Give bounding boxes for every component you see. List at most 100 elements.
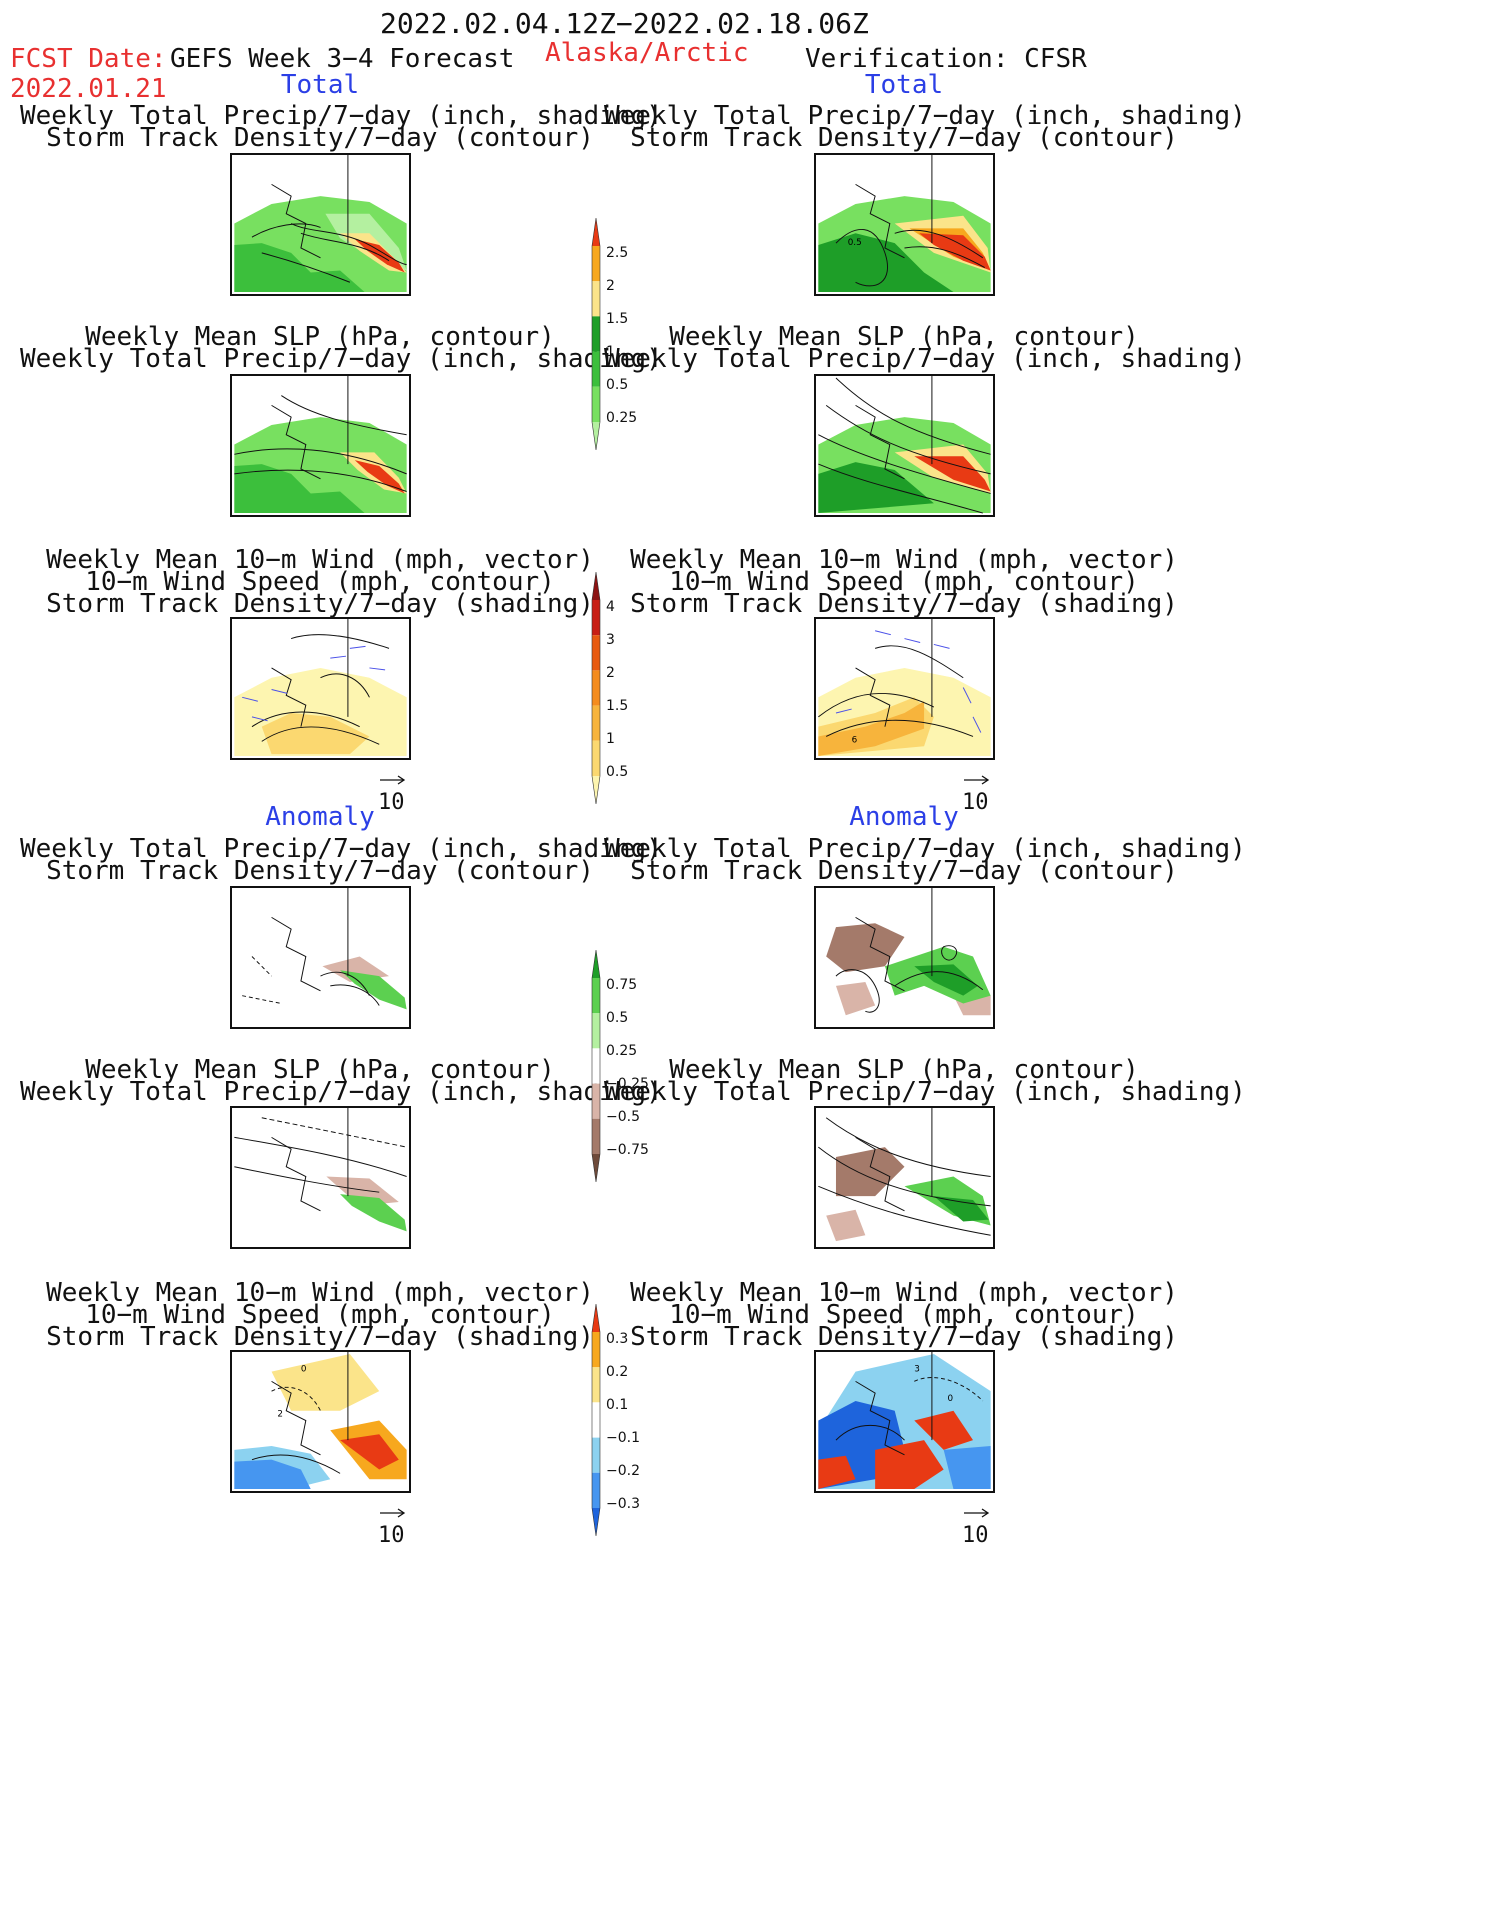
map-graphic xyxy=(242,888,407,1010)
map-total-slp-verification xyxy=(814,374,995,517)
panel-title-line: Weekly Mean SLP (hPa, contour) xyxy=(669,322,1139,352)
colorbar-tick-label: 2.5 xyxy=(606,245,629,261)
map-total-precip-verification: 0.5 xyxy=(814,153,995,296)
map-graphic xyxy=(234,1108,407,1232)
arrow-right-icon xyxy=(380,1508,406,1518)
colorbar-swatch xyxy=(592,316,600,352)
map-anom-wind-forecast: 0 2 xyxy=(230,1350,411,1493)
panel-title-line: Weekly Mean SLP (hPa, contour) xyxy=(669,1055,1139,1085)
panel-title-line: Weekly Total Precip/7−day (inch, shading… xyxy=(20,101,662,131)
colorbar-swatch xyxy=(592,600,600,636)
verification-title: Verification: CFSR xyxy=(805,44,1087,74)
map-graphic: 6 xyxy=(818,619,991,757)
fcst-date-value: 2022.01.21 xyxy=(10,74,167,104)
map-anom-precip-verification xyxy=(814,886,995,1029)
colorbar-swatch xyxy=(592,1472,600,1508)
colorbar-swatch xyxy=(592,950,600,978)
vector-ref-arrow: 10 xyxy=(378,1505,418,1549)
colorbar-outline xyxy=(591,218,601,450)
date-range-title: 2022.02.04.12Z−2022.02.18.06Z xyxy=(380,7,869,40)
colorbar-swatch xyxy=(592,1154,600,1182)
contour-label: 3 xyxy=(914,1365,920,1375)
panel-title-line: Weekly Mean 10−m Wind (mph, vector) xyxy=(630,545,1178,575)
colorbar-swatch xyxy=(592,386,600,422)
colorbar-swatch xyxy=(592,1402,600,1438)
colorbar-tick-label: −0.75 xyxy=(606,1142,649,1158)
colorbar-storm-total xyxy=(591,572,601,804)
colorbar-swatch xyxy=(592,670,600,706)
colorbar-swatch xyxy=(592,1118,600,1154)
colorbar-swatch xyxy=(592,1508,600,1536)
colorbar-tick-label: 1.5 xyxy=(606,698,629,714)
panel-title-line: Weekly Total Precip/7−day (inch, shading… xyxy=(20,344,662,374)
section-total-left: Total xyxy=(280,70,360,100)
arrow-right-icon xyxy=(964,775,990,785)
colorbar-tick-label: −0.5 xyxy=(606,1109,640,1125)
panel-title-line: Weekly Total Precip/7−day (inch, shading… xyxy=(20,1077,662,1107)
map-anom-precip-forecast xyxy=(230,886,411,1029)
colorbar-outline xyxy=(591,1304,601,1536)
colorbar-swatch xyxy=(592,351,600,387)
map-graphic: 0.5 xyxy=(818,155,991,293)
panel-title-line: Weekly Total Precip/7−day (inch, shading… xyxy=(20,834,662,864)
panel-title-line: 10−m Wind Speed (mph, contour) xyxy=(669,1300,1139,1330)
panel-title-line: Storm Track Density/7−day (contour) xyxy=(630,123,1178,153)
panel-title-line: Storm Track Density/7−day (shading) xyxy=(630,1322,1178,1352)
colorbar-tick-label: −0.2 xyxy=(606,1463,640,1479)
panel-title-line: Storm Track Density/7−day (contour) xyxy=(46,123,594,153)
colorbar-swatch xyxy=(592,1083,600,1119)
colorbar-tick-label: 0.5 xyxy=(606,377,629,393)
colorbar-precip-anomaly xyxy=(591,950,601,1182)
colorbar-outline xyxy=(591,950,601,1182)
colorbar-tick-label: −0.25 xyxy=(606,1076,649,1092)
colorbar-tick-label: 1 xyxy=(606,344,615,360)
vector-ref-arrow: 10 xyxy=(378,772,418,816)
colorbar-tick-label: 0.1 xyxy=(606,1397,629,1413)
panel-title-line: Weekly Mean SLP (hPa, contour) xyxy=(85,322,555,352)
forecast-title: GEFS Week 3−4 Forecast xyxy=(170,44,515,74)
colorbar-tick-label: 0.5 xyxy=(606,764,629,780)
colorbar-storm-anomaly xyxy=(591,1304,601,1536)
contour-label: 0 xyxy=(301,1365,307,1375)
colorbar-swatch xyxy=(592,281,600,317)
map-graphic xyxy=(234,619,407,757)
colorbar-tick-label: 1.5 xyxy=(606,311,629,327)
colorbar-outline xyxy=(591,572,601,804)
colorbar-tick-label: 3 xyxy=(606,632,615,648)
colorbar-tick-label: 0.3 xyxy=(606,1331,629,1347)
colorbar-swatch xyxy=(592,1048,600,1084)
colorbar-swatch xyxy=(592,635,600,671)
vector-ref-label: 10 xyxy=(962,790,989,815)
colorbar-swatch xyxy=(592,1332,600,1368)
panel-title-line: Weekly Total Precip/7−day (inch, shading… xyxy=(604,344,1246,374)
colorbar-swatch xyxy=(592,705,600,741)
map-graphic xyxy=(818,376,991,514)
panel-title-line: Weekly Mean 10−m Wind (mph, vector) xyxy=(630,1278,1178,1308)
map-graphic xyxy=(234,376,407,514)
contour-label: 6 xyxy=(852,735,858,745)
colorbar-tick-label: 1 xyxy=(606,731,615,747)
map-anom-wind-verification: 3 0 xyxy=(814,1350,995,1493)
vector-ref-label: 10 xyxy=(962,1523,989,1548)
colorbar-swatch xyxy=(592,246,600,282)
map-graphic: 3 0 xyxy=(818,1352,991,1490)
colorbar-tick-label: −0.1 xyxy=(606,1430,640,1446)
map-graphic xyxy=(234,155,407,293)
colorbar-swatch xyxy=(592,1437,600,1473)
colorbar-swatch xyxy=(592,218,600,246)
panel-title-line: 10−m Wind Speed (mph, contour) xyxy=(85,567,555,597)
colorbar-tick-label: 0.5 xyxy=(606,1010,629,1026)
panel-title-line: Weekly Total Precip/7−day (inch, shading… xyxy=(604,834,1246,864)
colorbar-swatch xyxy=(592,1013,600,1049)
panel-title-line: Storm Track Density/7−day (shading) xyxy=(46,1322,594,1352)
colorbar-tick-label: 0.25 xyxy=(606,1043,638,1059)
panel-title-line: Storm Track Density/7−day (contour) xyxy=(46,856,594,886)
colorbar-tick-label: 2 xyxy=(606,665,615,681)
colorbar-tick-label: 0.75 xyxy=(606,977,638,993)
vector-ref-label: 10 xyxy=(378,790,405,815)
colorbar-precip-total xyxy=(591,218,601,450)
contour-label: 0.5 xyxy=(848,238,862,248)
colorbar-swatch xyxy=(592,740,600,776)
map-anom-slp-forecast xyxy=(230,1106,411,1249)
